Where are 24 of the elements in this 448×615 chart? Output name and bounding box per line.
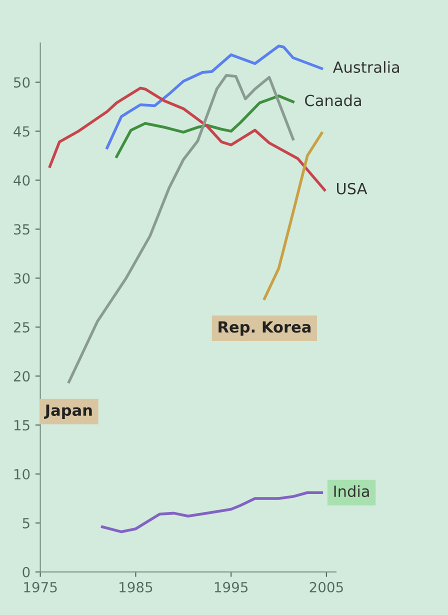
line-series — [100, 491, 324, 534]
series-label: India — [334, 485, 369, 498]
y-tick-label: 45 — [14, 126, 30, 137]
y-tick-label: 25 — [14, 322, 30, 333]
y-tick-label: 30 — [14, 273, 30, 284]
y-tick-label: 0 — [22, 566, 30, 578]
y-tick-label: 15 — [14, 420, 30, 431]
series-label: Rep. Korea — [218, 321, 310, 336]
series-label: Canada — [305, 94, 361, 106]
y-tick-label: 20 — [14, 371, 30, 382]
series-label: USA — [336, 182, 368, 194]
x-tick-label: 1985 — [120, 582, 152, 592]
y-tick-label: 10 — [14, 468, 30, 480]
y-tick-label: 35 — [14, 224, 30, 235]
line-series — [263, 132, 324, 300]
y-tick-label: 40 — [14, 175, 30, 186]
y-tick-label: 5 — [22, 518, 30, 528]
x-tick-label: 1975 — [24, 582, 57, 592]
line-series — [115, 94, 294, 158]
x-tick-label: 1995 — [214, 582, 248, 592]
x-tick-label: 2005 — [310, 582, 343, 592]
y-tick-label: 50 — [14, 77, 30, 88]
series-label: Japan — [44, 404, 92, 419]
series-label: Australia — [332, 61, 399, 73]
